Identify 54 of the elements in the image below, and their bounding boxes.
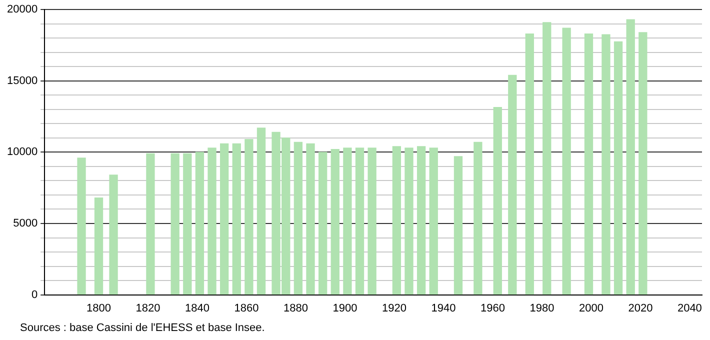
bar [183,153,192,295]
bar [474,142,482,295]
bar [562,28,571,295]
bar [584,34,594,295]
x-tick-label: 1980 [530,302,554,314]
x-tick-label: 1840 [185,302,210,314]
bar [429,148,438,295]
bar [318,152,328,295]
x-tick-label: 1880 [283,302,308,314]
x-tick-label: 1920 [382,302,406,314]
bar [368,148,376,295]
x-tick-label: 2020 [628,302,653,314]
bar [146,153,155,295]
bar [392,146,402,295]
x-tick-label: 1800 [86,302,111,314]
bar [343,148,352,295]
y-tick-label: 0 [31,288,38,301]
bar [404,148,414,295]
bar [493,106,502,295]
bar [525,34,534,295]
x-tick-label: 2040 [677,302,702,314]
bar [602,34,610,295]
bar [330,149,340,295]
x-tick-label: 1940 [431,302,456,314]
bar [542,22,552,295]
bar [220,143,229,295]
bar [638,32,648,295]
y-tick-label: 15000 [6,74,38,87]
bar [416,146,426,295]
bar [94,198,104,295]
bar [77,158,86,295]
y-tick-label: 20000 [6,4,38,16]
bar [614,41,623,295]
x-tick-label: 1820 [136,302,160,314]
x-tick-label: 2000 [578,302,604,314]
y-tick-label: 5000 [13,218,38,230]
bar [232,143,241,295]
bar [195,152,204,295]
x-tick-label: 1960 [480,302,505,314]
x-tick-label: 1860 [234,302,259,314]
bar [454,156,463,295]
bar [170,153,180,295]
bar [355,148,364,295]
bar [256,128,266,295]
bar [626,19,635,295]
bar [294,142,303,295]
source-note: Sources : base Cassini de l'EHESS et base Insee. [20,322,265,334]
bar [508,74,517,295]
x-tick-label: 1900 [332,302,358,314]
bar [244,139,254,295]
y-tick-label: 10000 [6,146,38,158]
bar [109,174,118,295]
bar [208,148,216,295]
bar [306,143,315,295]
